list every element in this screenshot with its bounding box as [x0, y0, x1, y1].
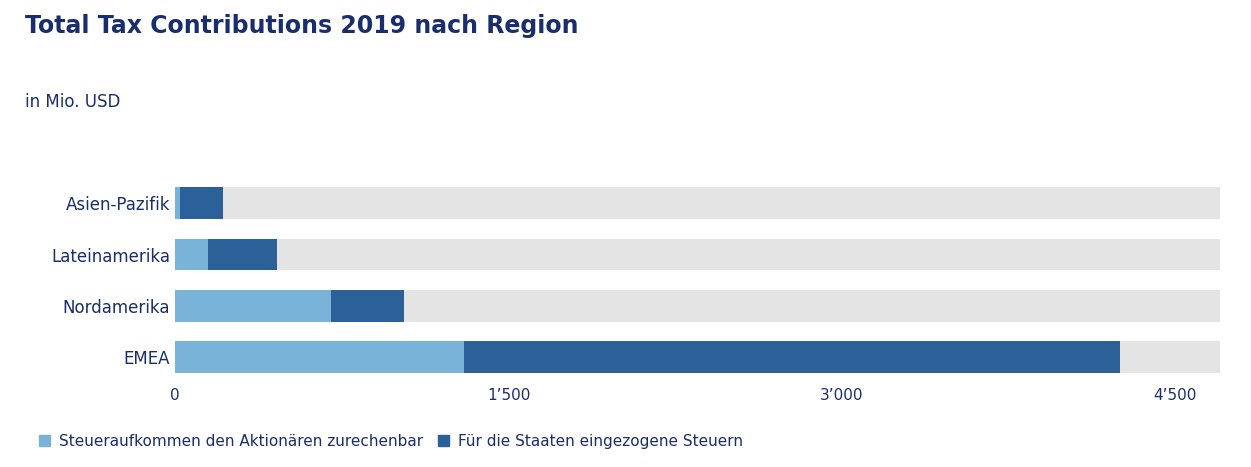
Bar	[175, 239, 1220, 270]
Bar	[330, 290, 404, 322]
Bar	[175, 341, 464, 373]
Bar	[209, 239, 278, 270]
Text: in Mio. USD: in Mio. USD	[25, 93, 120, 112]
Bar	[175, 239, 209, 270]
Bar	[180, 187, 223, 219]
Text: Total Tax Contributions 2019 nach Region: Total Tax Contributions 2019 nach Region	[25, 14, 578, 38]
Bar	[175, 290, 1220, 322]
Bar	[175, 187, 180, 219]
Legend: Steueraufkommen den Aktionären zurechenbar, Für die Staaten eingezogene Steuern: Steueraufkommen den Aktionären zurechenb…	[33, 427, 749, 455]
Bar	[464, 341, 1120, 373]
Bar	[175, 187, 1220, 219]
Bar	[175, 290, 330, 322]
Bar	[175, 341, 1220, 373]
